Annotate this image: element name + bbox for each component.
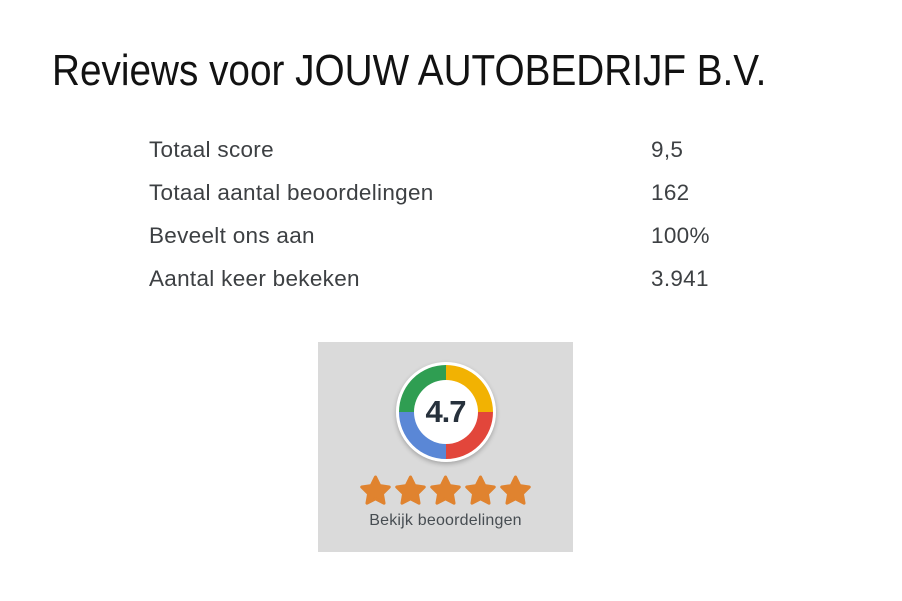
rating-score: 4.7 (413, 380, 478, 444)
stat-value: 100% (651, 223, 710, 248)
star-icon (395, 475, 426, 505)
rating-ring: 4.7 (395, 362, 496, 462)
stat-label: Totaal score (149, 137, 274, 162)
stat-value: 9,5 (651, 137, 684, 162)
star-icon (430, 475, 461, 505)
review-badge-card[interactable]: 4.7 Bekijk beoordelingen (318, 342, 573, 552)
star-rating (359, 475, 532, 508)
view-reviews-link[interactable]: Bekijk beoordelingen (369, 512, 522, 529)
star-icon (465, 475, 496, 505)
stats-row-recommend: Beveelt ons aan 100% (149, 214, 789, 257)
stats-table: Totaal score 9,5 Totaal aantal beoordeli… (149, 128, 789, 300)
stats-row-views: Aantal keer bekeken 3.941 (149, 257, 789, 300)
stat-value: 3.941 (651, 266, 709, 291)
star-icon (360, 475, 391, 505)
stat-label: Aantal keer bekeken (149, 266, 360, 291)
page-title: Reviews voor JOUW AUTOBEDRIJF B.V. (52, 46, 767, 95)
stat-label: Totaal aantal beoordelingen (149, 180, 434, 205)
stat-value: 162 (651, 180, 690, 205)
stats-row-total-reviews: Totaal aantal beoordelingen 162 (149, 171, 789, 214)
stats-row-total-score: Totaal score 9,5 (149, 128, 789, 171)
star-icon (500, 475, 531, 505)
stat-label: Beveelt ons aan (149, 223, 315, 248)
